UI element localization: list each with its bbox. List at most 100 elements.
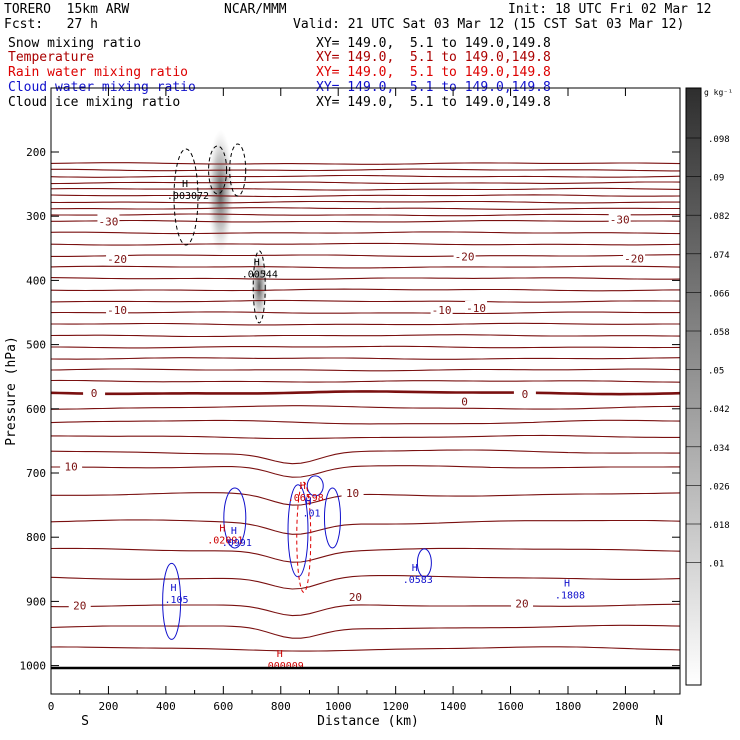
isotherm-label: 20 (515, 597, 528, 610)
snow-contour (252, 250, 266, 324)
maximum-value: .06598 (288, 493, 324, 504)
snow-shade-lower (251, 252, 268, 321)
isotherm (51, 254, 680, 257)
isotherm-label: -20 (624, 253, 644, 266)
isotherm (50, 174, 681, 178)
maximum-marker: H (219, 523, 225, 534)
field-name-temperature: Temperature (8, 50, 95, 65)
y-tick-label: 1000 (20, 660, 47, 673)
isotherm (50, 181, 681, 185)
isotherm (51, 168, 680, 172)
isotherm (50, 277, 681, 280)
cloud-water-contour (323, 487, 341, 549)
isotherm (50, 357, 681, 360)
isotherm-label: -10 (466, 302, 486, 315)
isotherm-label-bg (341, 485, 364, 498)
isotherm-label: 0 (91, 387, 98, 400)
isotherm (50, 449, 680, 465)
field-name-cloud-ice: Cloud ice mixing ratio (8, 95, 181, 110)
colorbar-tick-label: .074 (708, 251, 730, 261)
x-axis-label: Distance (km) (317, 714, 419, 729)
hydrometeor-contours (162, 143, 432, 640)
isotherm (50, 231, 681, 235)
isotherm-label-bg (344, 589, 367, 602)
isotherm (50, 379, 681, 383)
maximum-value: .003072 (167, 191, 209, 202)
plot-frame (50, 87, 681, 695)
colorbar-tick-label: .066 (708, 289, 730, 299)
maximum-value: .00544 (242, 269, 278, 280)
x-tick-label: 800 (271, 700, 291, 713)
maximum-marker: H (305, 496, 311, 507)
field-name-rain: Rain water mixing ratio (8, 65, 189, 80)
cloud-water-contour (416, 548, 432, 578)
maximum-marker: H (564, 578, 570, 589)
maximum-value: .0991 (222, 538, 252, 549)
colorbar-tick-label: .09 (708, 174, 724, 184)
isotherm (50, 624, 681, 639)
isotherm-label: -30 (99, 215, 119, 228)
isotherm-label: -20 (107, 253, 127, 266)
field-xy-cloud-ice: XY= 149.0, 5.1 to 149.0,149.8 (316, 95, 551, 110)
isotherm-label-bg (60, 459, 83, 472)
isotherm-label-bg (106, 252, 129, 265)
isotherm (50, 242, 681, 246)
isotherm-label-bg (97, 214, 120, 227)
y-tick-label: 400 (26, 274, 46, 287)
colorbar-unit: g kg⁻¹ (704, 88, 733, 97)
y-tick-label: 900 (26, 595, 46, 608)
x-endpoint-left: S (81, 714, 89, 729)
maximum-value: .105 (164, 595, 188, 606)
isotherm (50, 213, 681, 217)
snow-shading (207, 129, 268, 321)
colorbar-tick-label: .098 (708, 135, 730, 145)
y-tick-label: 200 (26, 146, 46, 159)
isotherm (50, 311, 680, 315)
isotherm-label: 10 (64, 461, 77, 474)
isotherm (50, 603, 681, 617)
maximum-marker: H (300, 481, 306, 492)
colorbar-tick-label: .034 (708, 444, 730, 454)
isotherm (50, 390, 681, 396)
maximum-marker: H (182, 179, 188, 190)
maxima-labels: H.003072H.00544H.02091H.06598H.000009H.1… (164, 179, 585, 672)
colorbar-tick-label: .082 (708, 212, 730, 222)
isotherm (50, 265, 681, 269)
x-tick-label: 1600 (497, 700, 524, 713)
temperature-labels: -30 -30 -20 -20 -20 -10 -10 -10 0 0 0 10 10 20 20 20 (60, 212, 646, 612)
isotherm-label: -10 (107, 304, 127, 317)
x-axis: 0 200 400 600 800 1000 1200 1400 1600 1800 2000 (48, 88, 655, 713)
isotherm-label-bg (511, 596, 534, 609)
isotherm-label: 20 (349, 591, 362, 604)
isotherm (50, 194, 681, 198)
snow-contour (208, 145, 228, 195)
maximum-marker: H (231, 526, 237, 537)
rain-contour (296, 481, 312, 593)
isotherm-label-bg (430, 302, 453, 315)
cloud-water-contour (306, 475, 324, 497)
isotherm-label: 0 (522, 388, 529, 401)
x-tick-label: 200 (99, 700, 119, 713)
isotherm (50, 547, 681, 563)
maximum-value: .1808 (555, 590, 585, 601)
isotherm (50, 207, 680, 210)
init-time: Init: 18 UTC Fri 02 Mar 12 (508, 2, 712, 17)
forecast-hour: Fcst: 27 h (4, 17, 98, 32)
y-tick-label: 500 (26, 339, 46, 352)
x-tick-label: 0 (48, 700, 55, 713)
isotherm-label: 0 (461, 396, 468, 409)
colorbar-tick-label: .01 (708, 560, 724, 570)
center-title: NCAR/MMM (224, 2, 287, 17)
isotherm (50, 334, 681, 338)
y-axis-label: Pressure (hPa) (4, 336, 19, 446)
isotherm (50, 574, 681, 590)
x-tick-label: 1800 (555, 700, 582, 713)
isotherm-label: -20 (455, 251, 475, 264)
isotherm-label: 10 (346, 487, 359, 500)
isotherm (50, 368, 681, 372)
valid-time: Valid: 21 UTC Sat 03 Mar 12 (15 CST Sat … (293, 17, 685, 32)
isotherm (50, 162, 681, 165)
colorbar: g kg⁻¹ .098 .09 .082 .074 .066 .058 .05 .042 .03… (685, 87, 733, 686)
isotherm (51, 322, 680, 326)
